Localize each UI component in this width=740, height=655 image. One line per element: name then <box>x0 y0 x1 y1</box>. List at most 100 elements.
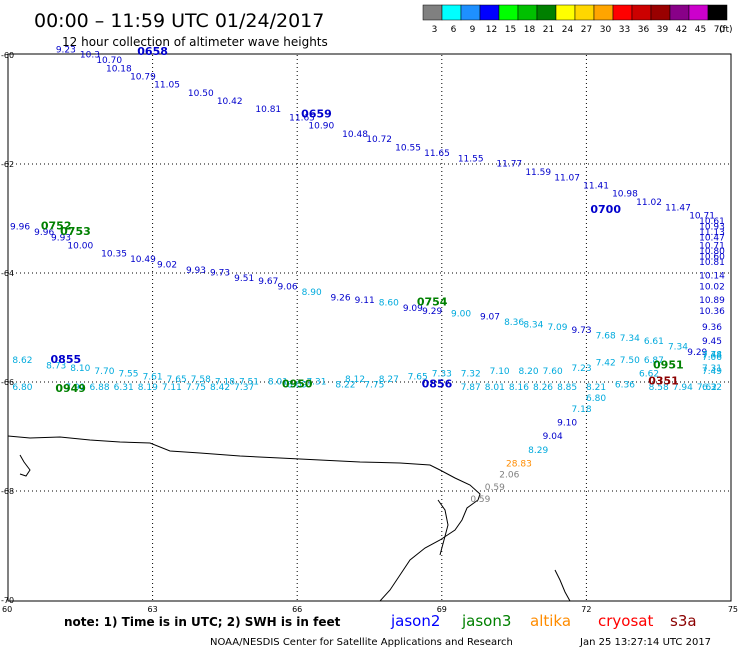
wave-height-label: 8.90 <box>302 288 322 298</box>
satellite-name: altika <box>530 612 571 630</box>
wave-height-label: 9.00 <box>451 310 471 320</box>
wave-height-label: 7.78 <box>702 350 722 360</box>
wave-height-label: 7.32 <box>461 370 481 380</box>
legend-label: 15 <box>505 25 516 35</box>
pass-time-label: 0949 <box>55 382 86 395</box>
pass-time-label: 0659 <box>301 108 332 121</box>
legend-swatch <box>555 4 576 21</box>
wave-height-label: 8.27 <box>379 375 399 385</box>
wave-height-label: 7.33 <box>432 370 452 380</box>
wave-height-label: 9.96 <box>10 222 30 232</box>
wave-height-label: 10.47 <box>699 233 725 243</box>
wave-height-label: 11.77 <box>496 160 522 170</box>
wave-height-label: 8.73 <box>46 361 66 371</box>
wave-height-label: 9.93 <box>51 233 71 243</box>
legend-label: 12 <box>486 25 497 35</box>
wave-height-label: 10.70 <box>96 56 122 66</box>
footer-note: note: 1) Time is in UTC; 2) SWH is in fe… <box>64 615 341 629</box>
wave-height-label: 6.80 <box>12 383 32 393</box>
wave-height-label: 7.58 <box>191 375 211 385</box>
wave-height-label: 10.18 <box>106 64 132 74</box>
wave-height-label: 8.22 <box>335 380 355 390</box>
wave-height-label: 9.29 <box>687 348 707 358</box>
wave-height-label: 9.93 <box>186 266 206 276</box>
coast-fragment <box>554 569 571 602</box>
pass-time-label: 0752 <box>41 219 72 232</box>
wave-height-label: 10.81 <box>699 258 725 268</box>
wave-height-label: 8.29 <box>528 446 548 456</box>
wave-height-label: 8.20 <box>519 367 539 377</box>
wave-height-label: 0.59 <box>470 495 490 505</box>
wave-height-label: 7.62 <box>697 383 717 393</box>
wave-height-label: 6.62 <box>639 370 659 380</box>
legend-label: 24 <box>562 25 574 35</box>
wave-height-label: 10.71 <box>699 241 725 251</box>
wave-height-label: 6.61 <box>644 337 664 347</box>
wave-height-label: 9.09 <box>403 304 423 314</box>
wave-height-label: 7.70 <box>94 367 114 377</box>
legend-label: 33 <box>619 25 630 35</box>
latitude-label: -70 <box>1 596 14 605</box>
wave-height-label: 7.31 <box>702 364 722 374</box>
wave-height-label: 9.06 <box>278 282 298 292</box>
legend-label: 27 <box>581 25 592 35</box>
wave-height-label: 11.59 <box>525 168 551 178</box>
longitude-label: 75 <box>728 605 738 614</box>
wave-height-label: 7.44 <box>702 350 722 360</box>
wave-height-label: 11.13 <box>699 228 725 238</box>
latitude-labels: -60 -62 -64 -66 -68 -70 <box>1 51 14 605</box>
legend-swatch <box>460 4 481 21</box>
pass-time-label: 0754 <box>417 296 448 309</box>
pass-time-label: 0951 <box>653 358 684 371</box>
satellite-name: jason2 <box>390 612 440 630</box>
wave-height-label: 9.67 <box>258 277 278 287</box>
wave-height-label: 10.60 <box>699 252 725 262</box>
wave-height-label: 9.26 <box>331 293 351 303</box>
wave-height-label: 10.79 <box>130 73 156 83</box>
legend-label: 6 <box>451 25 457 35</box>
wave-height-label: 7.06 <box>702 353 722 363</box>
wave-height-label: 7.65 <box>167 375 187 385</box>
wave-height-label: 6.87 <box>644 356 664 366</box>
wave-height-label: 9.73 <box>210 269 230 279</box>
legend-swatch <box>574 4 595 21</box>
wave-height-label: 11.02 <box>636 198 662 208</box>
wave-height-label: 9.07 <box>480 312 500 322</box>
wave-height-label: 10.81 <box>255 105 281 115</box>
satellite-name: jason3 <box>461 612 511 630</box>
page-title: 00:00 – 11:59 UTC 01/24/2017 <box>34 10 324 32</box>
wave-height-label: 8.26 <box>533 383 553 393</box>
longitude-label: 69 <box>437 605 447 614</box>
wave-height-label: 10.35 <box>101 250 127 260</box>
latitude-label: -66 <box>1 378 14 387</box>
wave-height-label: 11.07 <box>554 173 580 183</box>
legend-label: 3 <box>432 25 438 35</box>
wave-height-label: 8.01 <box>268 378 288 388</box>
legend-swatch <box>441 4 462 21</box>
wave-height-label: 10.14 <box>699 271 725 281</box>
legend-label: 18 <box>524 25 536 35</box>
map-grid <box>8 55 731 600</box>
pass-time-label: 0856 <box>422 377 453 390</box>
longitude-label: 60 <box>2 605 12 614</box>
wave-height-label: 6.88 <box>90 383 110 393</box>
wave-height-label: 9.04 <box>543 432 563 442</box>
legend-label: 45 <box>695 25 706 35</box>
pass-time-label: 0658 <box>137 45 168 58</box>
legend-label: 39 <box>657 25 669 35</box>
wave-height-label: 10.49 <box>130 255 156 265</box>
wave-height-label: 8.01 <box>485 383 505 393</box>
wave-height-label: 7.11 <box>162 383 182 393</box>
wave-height-label: 9.36 <box>702 323 722 333</box>
pass-time-label: 0950 <box>282 377 313 390</box>
wave-height-label: 11.41 <box>583 182 609 192</box>
legend-swatch <box>612 4 633 21</box>
wave-height-label: 10.72 <box>366 135 392 145</box>
wave-height-label: 8.34 <box>523 321 543 331</box>
legend-swatch <box>669 4 690 21</box>
longitude-label: 63 <box>148 605 158 614</box>
legend-label: 30 <box>600 25 612 35</box>
wave-height-label: 10.55 <box>395 143 421 153</box>
